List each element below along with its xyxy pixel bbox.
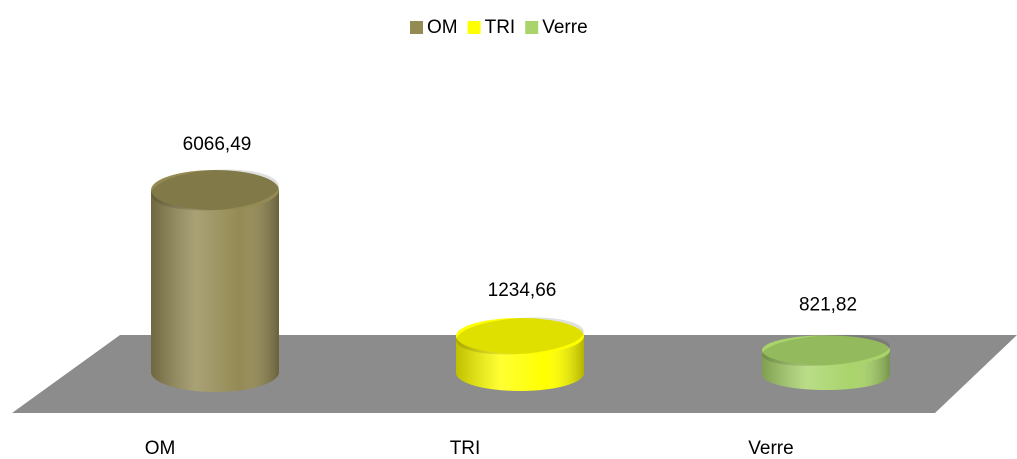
- cylinder: [456, 317, 584, 391]
- cylinder: [762, 334, 890, 390]
- data-label: 1234,66: [488, 280, 557, 301]
- legend: OM TRI Verre: [410, 17, 588, 38]
- legend-swatch: [410, 21, 423, 34]
- data-label: 821,82: [799, 294, 857, 315]
- legend-swatch: [525, 21, 539, 34]
- cylinder: [151, 169, 279, 392]
- cylinder-top-shade: [456, 317, 584, 355]
- x-tick-label: TRI: [450, 438, 481, 459]
- x-tick-label: Verre: [748, 438, 793, 459]
- cylinder-shade: [151, 190, 279, 392]
- data-label: 6066,49: [183, 134, 252, 155]
- legend-label: Verre: [542, 17, 587, 38]
- cylinder-top: [456, 317, 584, 354]
- legend-label: OM: [427, 17, 458, 38]
- legend-swatch: [467, 21, 481, 34]
- cylinder-top: [762, 335, 890, 366]
- legend-label: TRI: [485, 17, 516, 38]
- cylinder-top-shade: [151, 169, 279, 211]
- cylinder-top: [151, 170, 279, 210]
- cylinder-top-shade: [762, 334, 890, 366]
- x-tick-label: OM: [145, 438, 176, 459]
